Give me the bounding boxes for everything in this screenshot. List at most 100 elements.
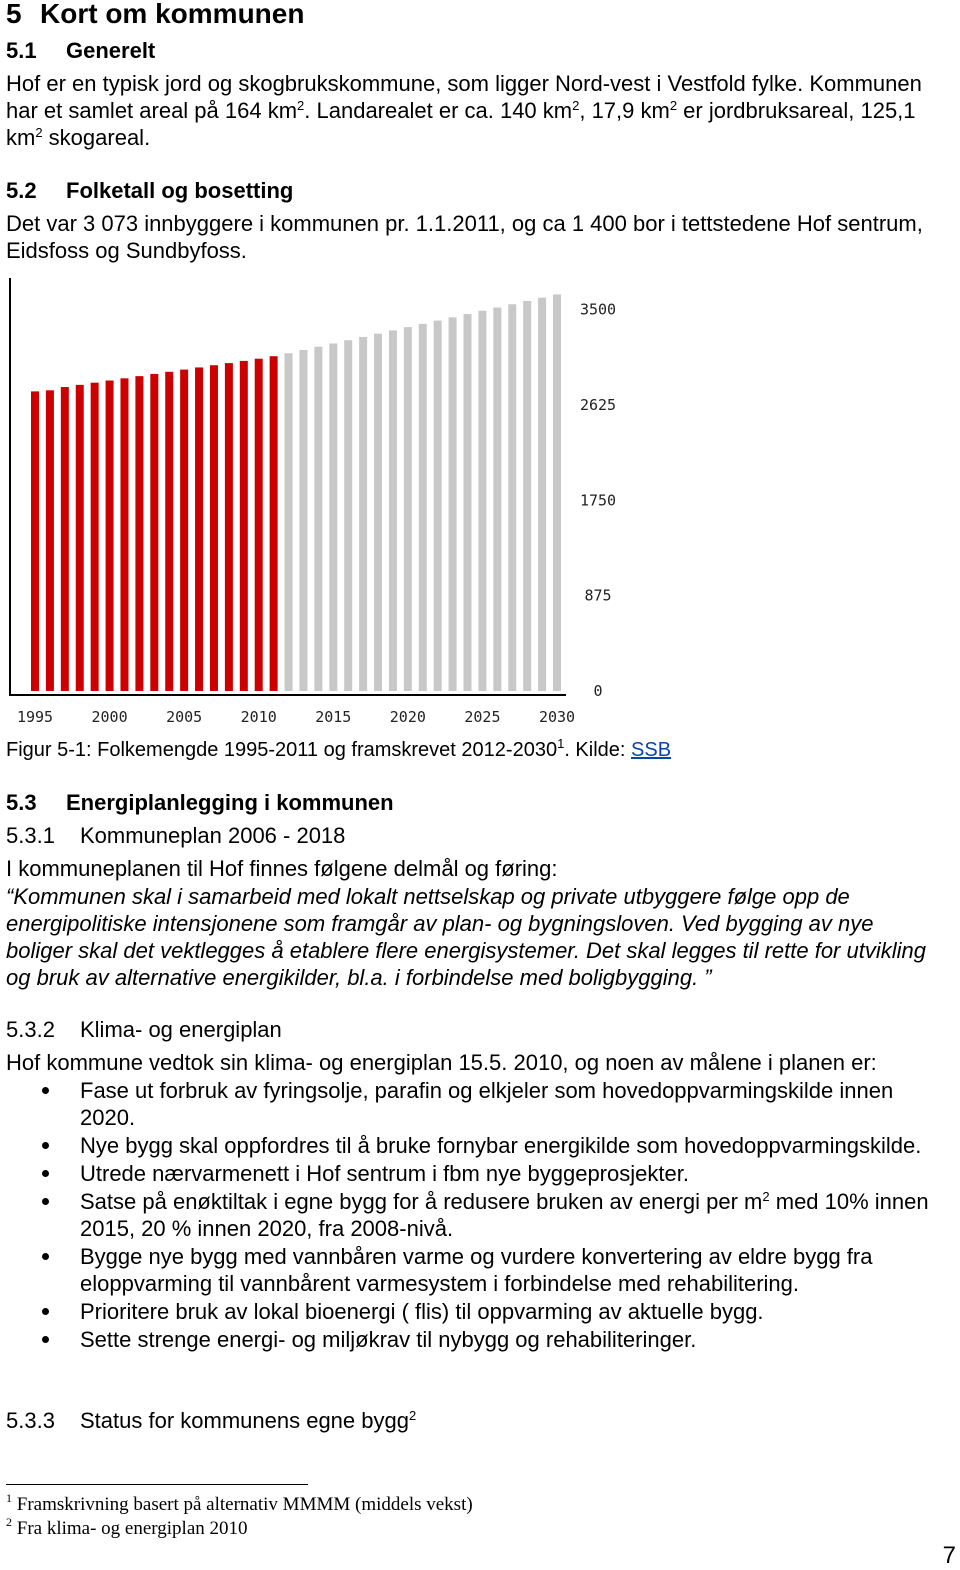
text: Status for kommunens egne bygg (80, 1408, 409, 1433)
bullet-item: Satse på enøktiltak i egne bygg for å re… (0, 1188, 940, 1242)
bar (180, 369, 189, 691)
heading-number: 5.2 (6, 178, 37, 203)
text: Figur 5-1: Folkemengde 1995-2011 og fram… (6, 739, 558, 761)
paragraph: Det var 3 073 innbyggere i kommunen pr. … (6, 211, 923, 263)
bullet-item: Prioritere bruk av lokal bioenergi ( fli… (0, 1298, 940, 1325)
bullet-item: Bygge nye bygg med vannbåren varme og vu… (0, 1243, 940, 1297)
superscript: 2 (762, 1189, 770, 1204)
bar (31, 391, 39, 691)
heading-title: Kort om kommunen (40, 0, 305, 29)
heading-number: 5.1 (6, 38, 37, 63)
bar (553, 294, 561, 691)
heading-title: Energiplanlegging i kommunen (66, 790, 394, 815)
paragraph: Hof kommune vedtok sin klima- og energip… (6, 1050, 877, 1075)
heading-number: 5.3.2 (6, 1017, 55, 1042)
footnote-text: Framskrivning basert på alternativ MMMM … (16, 1494, 473, 1515)
x-tick-label: 2010 (241, 708, 277, 726)
bar (209, 365, 218, 691)
bar (90, 382, 99, 691)
heading: 5 Kort om kommunen (6, 0, 936, 29)
caption-text: Figur 5-1: Folkemengde 1995-2011 og fram… (6, 736, 632, 761)
bar (433, 320, 442, 691)
text: er jordbruksareal, 125,1 km (6, 98, 916, 150)
text: Satse på enøktiltak i egne bygg for å re… (80, 1189, 763, 1214)
y-tick-label: 1750 (580, 491, 616, 509)
bar (239, 360, 248, 691)
text: Prioritere bruk av lokal bioenergi ( fli… (80, 1299, 764, 1324)
bar (403, 327, 412, 691)
bullet-item: Fase ut forbruk av fyringsolje, parafin … (0, 1077, 940, 1131)
bar (105, 380, 114, 691)
y-tick-label: 3500 (580, 301, 616, 319)
footnote-text: Fra klima- og energiplan 2010 (16, 1518, 248, 1539)
bullet-item: Nye bygg skal oppfordres til å bruke for… (0, 1132, 940, 1159)
bullet-list: Fase ut forbruk av fyringsolje, parafin … (0, 1077, 940, 1354)
heading-title: Folketall og bosetting (66, 178, 294, 203)
bar (463, 314, 472, 691)
bar (135, 376, 144, 691)
x-tick-label: 2030 (539, 708, 575, 726)
bar (538, 297, 547, 691)
text: Fase ut forbruk av fyringsolje, parafin … (80, 1078, 894, 1130)
footnote: 2 Fra klima- og energiplan 2010 (6, 1515, 248, 1540)
heading: 5.3.2 Klima- og energiplan (6, 1016, 936, 1043)
bar (195, 367, 204, 691)
superscript: 1 (557, 736, 565, 751)
heading: 5.3.1 Kommuneplan 2006 - 2018 (6, 822, 936, 849)
page-number: 7 (942, 1542, 956, 1569)
bar (224, 363, 233, 691)
superscript: 2 (35, 125, 43, 140)
text: . Kilde: (564, 739, 632, 761)
superscript: 2 (669, 98, 678, 113)
footnote-mark: 2 (6, 1515, 12, 1529)
text: , 17,9 km (579, 98, 670, 123)
footnote-rule (6, 1484, 308, 1485)
bar (523, 300, 532, 691)
y-tick-label: 0 (593, 682, 602, 700)
bar (75, 384, 84, 691)
text: med 10% innen 2015, 20 % innen 2020, fra… (80, 1189, 929, 1241)
heading: 5.3 Energiplanlegging i kommunen (6, 789, 936, 816)
heading-number: 5.3.3 (6, 1408, 55, 1433)
paragraph: Hof er en typisk jord og skogbrukskommun… (6, 70, 936, 151)
bar (120, 378, 129, 691)
text: Hof er en typisk jord og skogbrukskommun… (6, 71, 922, 123)
bar (508, 304, 517, 691)
bar (254, 358, 263, 691)
bullet-item: Utrede nærvarmenett i Hof sentrum i fbm … (0, 1160, 940, 1187)
bar (374, 333, 383, 691)
x-tick-label: 2000 (92, 708, 128, 726)
x-tick-label: 2015 (315, 708, 351, 726)
bar (478, 310, 487, 691)
paragraph: I kommuneplanen til Hof finnes følgene d… (6, 856, 558, 881)
superscript: 2 (297, 98, 305, 113)
text: . Landarealet er ca. 140 km (304, 98, 573, 123)
text: Utrede nærvarmenett i Hof sentrum i fbm … (80, 1161, 689, 1186)
heading-title: Generelt (66, 38, 156, 63)
superscript: 2 (408, 1408, 417, 1423)
bullet-item: Sette strenge energi- og miljøkrav til n… (0, 1326, 940, 1353)
bar (284, 353, 293, 691)
quote: “Kommunen skal i samarbeid med lokalt ne… (6, 884, 926, 990)
bar (269, 356, 278, 691)
superscript: 2 (572, 98, 580, 113)
link[interactable]: SSB (631, 739, 672, 761)
bar (150, 373, 159, 691)
bar (493, 307, 502, 691)
footnote: 1 Framskrivning basert på alternativ MMM… (6, 1491, 473, 1516)
bar (448, 317, 457, 691)
bar (359, 336, 368, 691)
y-tick-label: 2625 (580, 396, 616, 414)
x-tick-label: 2020 (390, 708, 426, 726)
heading-title: Status for kommunens egne bygg2 (80, 1408, 416, 1433)
bar (60, 387, 69, 691)
bar (314, 346, 323, 691)
chart: 0 875 1750 2625 3500 1995 2000 2005 2010 2015 2020… (9, 278, 616, 726)
heading-number: 5 (6, 0, 22, 29)
bar (388, 330, 397, 691)
footnote-mark: 1 (6, 1491, 12, 1505)
bar (165, 371, 174, 691)
heading-title: Kommuneplan 2006 - 2018 (80, 823, 346, 848)
heading-number: 5.3.1 (6, 823, 55, 848)
bar (329, 343, 338, 691)
